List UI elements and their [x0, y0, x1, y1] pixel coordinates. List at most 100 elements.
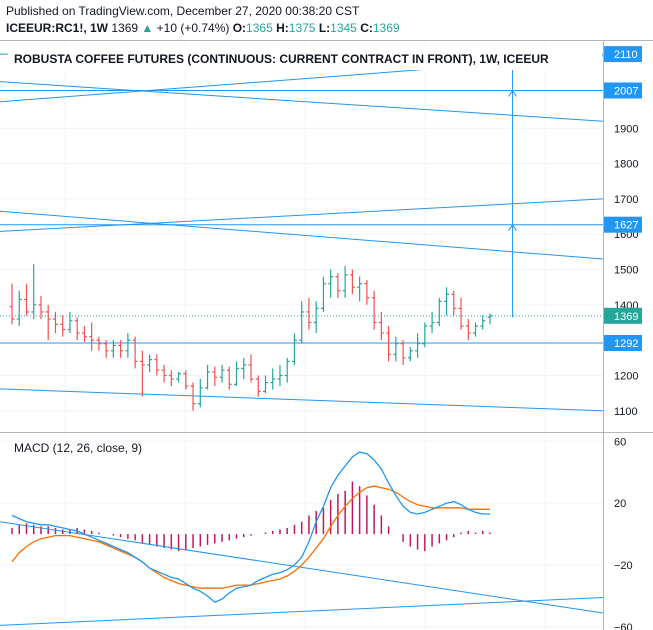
price-tick-label: 1200: [614, 370, 638, 382]
ohlc-bar: [299, 301, 305, 344]
price-tick-label: 1900: [614, 123, 638, 135]
macd-tick-label: 60: [614, 436, 626, 448]
ohlc-bar: [407, 347, 413, 362]
ohlc-bar: [38, 296, 44, 319]
price-tick-label: 1700: [614, 194, 638, 206]
symbol-label: ICEEUR:RC1!, 1W: [6, 21, 109, 35]
ohlc-bar: [81, 326, 87, 342]
ohlc-bar: [60, 315, 66, 337]
ohlc-bar: [480, 315, 486, 330]
macd-tick-label: −20: [614, 560, 633, 572]
ohlc-bar: [415, 333, 421, 358]
ohlc-bar: [357, 276, 363, 302]
price-label-2007: 2007: [614, 86, 638, 98]
macd-trendline: [0, 521, 604, 614]
ohlc-bar: [132, 336, 138, 369]
ohlc-bar: [197, 379, 203, 408]
ohlc-bar: [23, 283, 29, 316]
ohlc-bar: [371, 290, 377, 330]
trendline: [0, 81, 604, 122]
ohlc-bar: [436, 297, 442, 327]
ohlc-bar: [241, 357, 247, 380]
price-label-box: [604, 82, 642, 99]
ohlc-bar: [277, 364, 283, 387]
ohlc-bar: [342, 266, 348, 298]
trendline: [0, 388, 604, 412]
ohlc-bar: [176, 371, 182, 383]
ohlc-bar: [219, 364, 225, 383]
macd-line: [11, 451, 490, 603]
price-label-1369: 1369: [614, 311, 638, 323]
ohlc-bar: [270, 368, 276, 390]
high-value: 1375: [288, 21, 316, 35]
ohlc-bar: [125, 333, 131, 358]
ohlc-bar: [444, 287, 450, 316]
ohlc-bar: [378, 311, 384, 341]
open-label: O:: [232, 21, 247, 35]
price-label-1292: 1292: [614, 338, 638, 350]
ticker-header: ICEEUR:RC1!, 1W 1369 ▲ +10 (+0.74%) O:13…: [6, 21, 400, 35]
trendline: [0, 198, 604, 232]
ohlc-bar: [9, 283, 15, 325]
ohlc-bar: [226, 366, 232, 390]
ohlc-bar: [451, 290, 457, 316]
ohlc-bar: [74, 317, 80, 341]
ohlc-bar: [161, 364, 167, 383]
ohlc-bar: [110, 340, 116, 358]
ohlc-bar: [429, 311, 435, 334]
ohlc-bar: [487, 313, 493, 325]
ohlc-bar: [291, 333, 297, 365]
change-value: +10 (+0.74%): [156, 21, 230, 35]
open-value: 1365: [246, 21, 273, 35]
price-label-1627: 1627: [614, 220, 638, 232]
macd-tick-label: −60: [614, 622, 633, 630]
ohlc-bar: [147, 354, 153, 372]
ohlc-bar: [139, 350, 145, 397]
ohlc-bar: [465, 318, 471, 341]
price-label-box: [604, 216, 642, 233]
ohlc-bar: [118, 340, 124, 358]
ohlc-bar: [255, 375, 261, 397]
ohlc-bar: [190, 382, 196, 411]
high-label: H:: [276, 21, 289, 35]
trendline: [0, 210, 604, 260]
ohlc-bar: [306, 297, 312, 330]
low-value: 1345: [330, 21, 357, 35]
price-label-box: [604, 335, 642, 352]
ohlc-bar: [328, 269, 334, 298]
ohlc-bar: [52, 311, 58, 334]
price-label-box: [604, 307, 642, 324]
ohlc-bar: [212, 366, 218, 387]
ohlc-bar: [386, 326, 392, 362]
ohlc-bar: [205, 364, 211, 390]
ohlc-bar: [67, 311, 73, 334]
ohlc-bar: [313, 301, 319, 334]
ohlc-bar: [234, 361, 240, 387]
ohlc-bar: [168, 370, 174, 387]
ohlc-bar: [320, 276, 326, 312]
ohlc-bar: [393, 336, 399, 362]
ohlc-bar: [349, 269, 355, 295]
close-value: 1369: [372, 21, 400, 35]
ohlc-bar: [183, 370, 189, 390]
ohlc-bar: [284, 357, 290, 383]
chart-canvas[interactable]: 1100120013001400150016001700180019002000…: [0, 40, 653, 630]
ohlc-bar: [103, 340, 109, 358]
macd-trendline: [0, 597, 604, 626]
ohlc-bar: [473, 322, 479, 337]
ohlc-bar: [45, 304, 51, 341]
published-note: Published on TradingView.com, December 2…: [6, 4, 360, 18]
ohlc-bar: [422, 322, 428, 348]
price-label-2110: 2110: [614, 49, 638, 61]
last-price: 1369: [111, 21, 139, 35]
macd-tick-label: 20: [614, 498, 626, 510]
price-tick-label: 1800: [614, 159, 638, 171]
chart-title: ROBUSTA COFFEE FUTURES (CONTINUOUS: CURR…: [8, 48, 602, 70]
ohlc-bar: [16, 290, 22, 327]
price-tick-label: 1500: [614, 265, 638, 277]
up-arrow-icon: ▲: [141, 21, 154, 35]
ohlc-bar: [364, 280, 370, 305]
ohlc-bar: [400, 340, 406, 365]
close-label: C:: [360, 21, 373, 35]
ohlc-bar: [458, 297, 464, 330]
